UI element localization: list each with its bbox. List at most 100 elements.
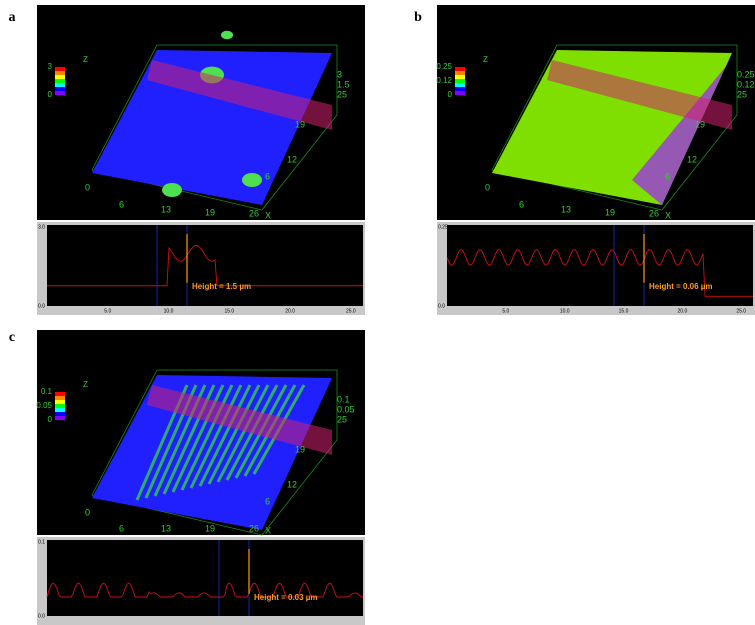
axis-label: 6 <box>265 171 270 181</box>
axis-label: 25 <box>337 89 347 99</box>
axis-label: 0 <box>85 182 90 192</box>
axis-label: 3 <box>337 69 342 79</box>
axis-label: 19 <box>695 119 705 129</box>
x-axis-label: X <box>265 210 271 220</box>
color-scale <box>55 71 65 75</box>
color-scale <box>55 396 65 400</box>
profile-x-label: 5.0 <box>104 308 111 314</box>
z-axis-label: Z <box>83 380 88 389</box>
axis-label: 25 <box>337 414 347 424</box>
profile-plot: 3.0 0.0 5.0 10.0 15.0 20.0 25.0 Height = 1.5 µm <box>37 222 365 315</box>
panel-label: b <box>414 10 422 25</box>
axis-label: 6 <box>665 171 670 181</box>
profile-x-label: 25.0 <box>736 308 746 314</box>
profile-area <box>47 540 363 616</box>
particle <box>221 31 233 39</box>
profile-area <box>47 225 363 306</box>
profile-plot: 0.1 0.0 Height = 0.03 µm <box>37 537 365 625</box>
axis-label: 6 <box>119 199 124 209</box>
profile-y-label: 0.0 <box>38 613 45 619</box>
scale-label: 0.1 <box>41 387 53 396</box>
color-scale <box>55 79 65 83</box>
scale-label: 0 <box>448 90 453 99</box>
axis-label: 13 <box>561 204 571 214</box>
profile-x-label: 15.0 <box>224 308 234 314</box>
panel-label: c <box>9 330 15 345</box>
axis-label: 0 <box>85 507 90 517</box>
z-axis-label: Z <box>83 55 88 64</box>
scale-label: 3 <box>48 62 53 71</box>
axis-label: 6 <box>519 199 524 209</box>
axis-label: 12 <box>287 479 297 489</box>
profile-x-label: 5.0 <box>502 308 509 314</box>
color-scale <box>55 412 65 416</box>
profile-area <box>447 225 753 306</box>
panel-label: a <box>9 10 16 25</box>
profile-x-label: 20.0 <box>285 308 295 314</box>
axis-label: 19 <box>605 207 615 217</box>
x-axis-label: X <box>265 525 271 535</box>
profile-x-label: 15.0 <box>619 308 629 314</box>
color-scale <box>455 67 465 71</box>
axis-label: 13 <box>161 204 171 214</box>
color-scale <box>455 91 465 95</box>
axis-label: 19 <box>205 207 215 217</box>
axis-label: 12 <box>687 154 697 164</box>
axis-label: 0.1 <box>337 394 350 404</box>
height-annotation: Height = 0.03 µm <box>254 593 318 602</box>
x-axis-label: X <box>665 210 671 220</box>
color-scale <box>455 75 465 79</box>
color-scale <box>55 83 65 87</box>
profile-x-label: 25.0 <box>346 308 356 314</box>
color-scale <box>455 71 465 75</box>
scale-label: 0 <box>48 415 53 424</box>
figure: a30Z31.5251912606131926X3.00.05.010.015.… <box>0 0 755 625</box>
axis-label: 26 <box>649 208 659 218</box>
axis-label: 12 <box>287 154 297 164</box>
axis-label: 19 <box>295 119 305 129</box>
axis-label: 0 <box>485 182 490 192</box>
height-annotation: Height = 0.06 µm <box>649 282 713 291</box>
color-scale <box>55 91 65 95</box>
axis-label: 26 <box>249 523 259 533</box>
scale-label: 0.12 <box>436 76 452 85</box>
axis-label: 6 <box>265 496 270 506</box>
profile-y-label: 0.0 <box>438 303 445 309</box>
axis-label: 6 <box>119 523 124 533</box>
color-scale <box>55 416 65 420</box>
z-axis-label: Z <box>483 55 488 64</box>
profile-y-label: 3.0 <box>38 224 45 230</box>
axis-label: 19 <box>205 523 215 533</box>
profile-y-label: 0.1 <box>38 539 45 545</box>
axis-label: 19 <box>295 444 305 454</box>
profile-y-label: 0.25 <box>438 224 448 230</box>
color-scale <box>55 392 65 396</box>
axis-label: 26 <box>249 208 259 218</box>
color-scale <box>55 75 65 79</box>
scale-label: 0 <box>48 90 53 99</box>
profile-y-label: 0.0 <box>38 303 45 309</box>
color-scale <box>55 400 65 404</box>
particle <box>242 173 262 187</box>
color-scale <box>55 67 65 71</box>
color-scale <box>55 404 65 408</box>
profile-x-label: 10.0 <box>164 308 174 314</box>
axis-label: 0.125 <box>737 79 755 89</box>
color-scale <box>55 87 65 91</box>
particle <box>162 183 182 197</box>
axis-label: 13 <box>161 523 171 533</box>
color-scale <box>455 79 465 83</box>
color-scale <box>55 408 65 412</box>
profile-x-label: 20.0 <box>678 308 688 314</box>
color-scale <box>455 87 465 91</box>
height-annotation: Height = 1.5 µm <box>192 282 251 291</box>
color-scale <box>455 83 465 87</box>
axis-label: 0.25 <box>737 69 755 79</box>
axis-label: 1.5 <box>337 79 350 89</box>
axis-label: 25 <box>737 89 747 99</box>
scale-label: 0.25 <box>436 62 452 71</box>
scale-label: 0.05 <box>36 401 52 410</box>
